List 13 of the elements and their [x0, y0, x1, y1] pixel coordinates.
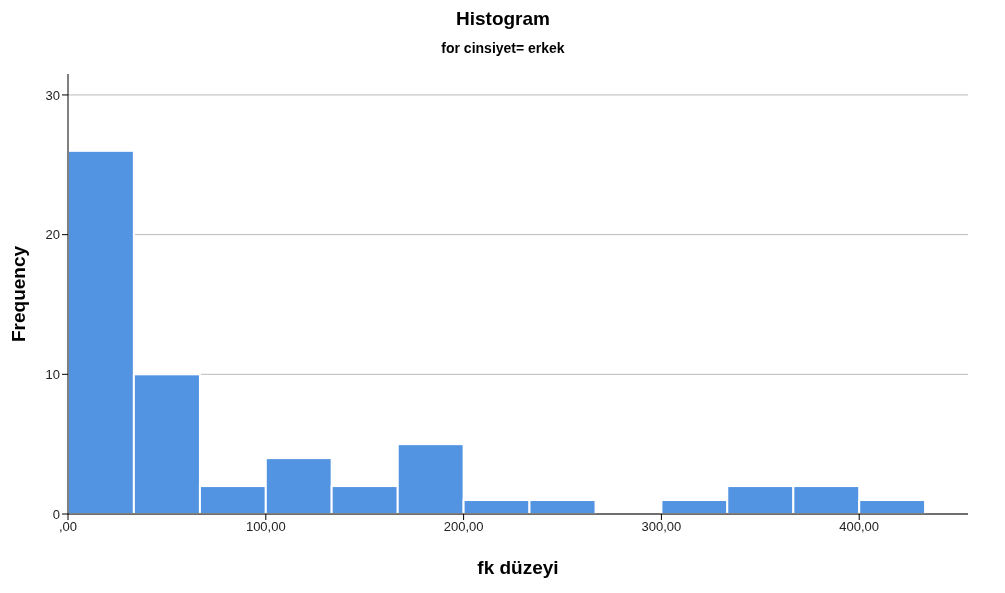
chart-title: Histogram	[455, 8, 551, 30]
y-tick-label: 30	[45, 87, 60, 103]
y-tick-label: 10	[45, 366, 60, 382]
x-tick-label: 100,00	[245, 519, 286, 535]
x-tick-label: ,00	[58, 519, 78, 535]
x-tick-label: 400,00	[839, 519, 880, 535]
x-tick-label: 300,00	[641, 519, 682, 535]
y-axis-title: Frequency	[7, 245, 29, 343]
y-tick-label: 0	[52, 506, 60, 522]
x-axis-title: fk düzeyi	[477, 557, 559, 578]
x-tick-label: 200,00	[443, 519, 484, 535]
chart-subtitle: for cinsiyet= erkek	[440, 40, 566, 56]
y-tick-label: 20	[45, 227, 60, 243]
